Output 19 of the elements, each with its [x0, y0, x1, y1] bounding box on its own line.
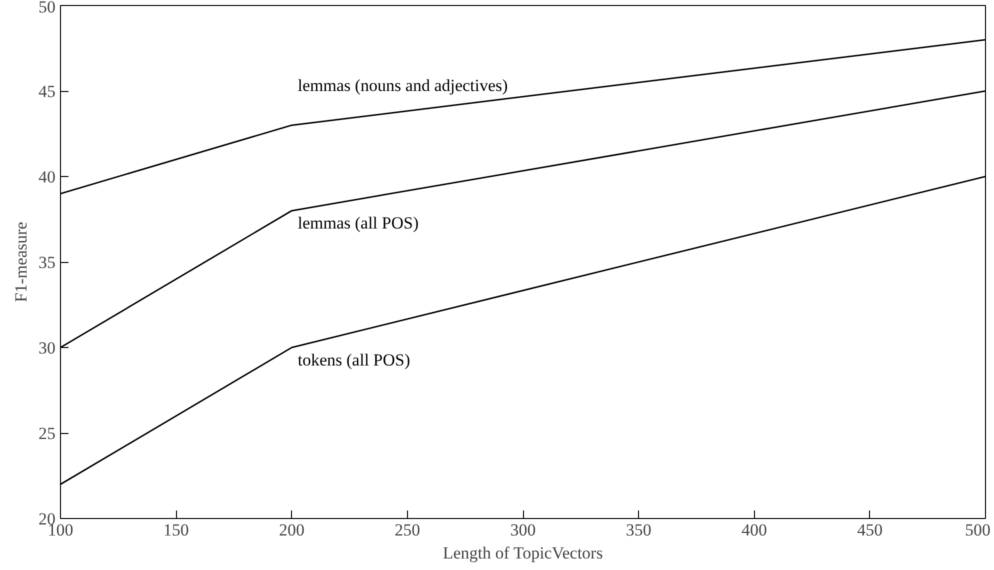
y-tick-label: 50 — [38, 0, 56, 16]
y-axis-title: F1-measure — [12, 222, 30, 302]
x-tick-label: 300 — [510, 520, 536, 540]
series-label: tokens (all POS) — [298, 350, 410, 370]
x-tick-label: 150 — [163, 520, 189, 540]
x-tick-label: 400 — [742, 520, 767, 540]
x-tick-label: 350 — [626, 520, 652, 540]
y-tick-label: 40 — [38, 168, 56, 186]
series-label: lemmas (all POS) — [298, 214, 419, 233]
x-tick-label: 250 — [394, 520, 420, 540]
y-tick-label: 25 — [38, 424, 56, 443]
x-tick-label: 500 — [965, 520, 990, 540]
y-tick-label: 30 — [38, 338, 56, 358]
x-axis-title: Length of TopicVectors — [442, 544, 603, 562]
y-tick-label: 45 — [38, 82, 56, 101]
series-label: lemmas (nouns and adjectives) — [298, 76, 508, 96]
y-tick-label: 35 — [38, 253, 56, 272]
x-tick-label: 450 — [857, 520, 883, 540]
x-tick-label: 200 — [279, 520, 304, 540]
